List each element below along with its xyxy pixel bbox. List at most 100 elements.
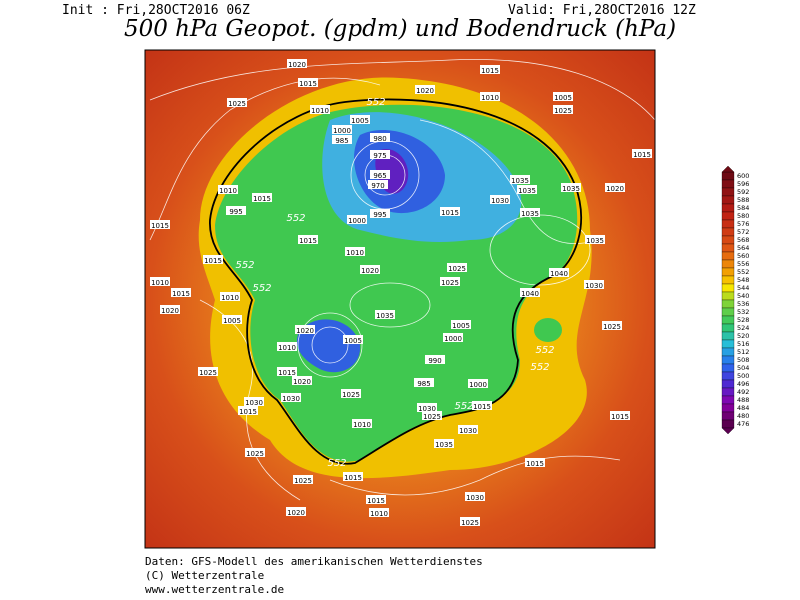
label-box xyxy=(375,310,395,319)
isobar-label: 1015 xyxy=(151,222,169,230)
label-box xyxy=(370,170,390,179)
isobar-label: 1010 xyxy=(151,279,169,287)
colorbar-band xyxy=(721,251,735,261)
colorbar-label: 484 xyxy=(737,404,749,412)
colorbar-label: 556 xyxy=(737,260,749,268)
footer-line: (C) Wetterzentrale xyxy=(145,569,265,582)
colorbar-band xyxy=(721,291,735,301)
colorbar-label: 580 xyxy=(737,212,749,220)
contour-label: 552 xyxy=(530,362,549,373)
label-box xyxy=(198,367,218,376)
label-box xyxy=(252,193,272,202)
label-box xyxy=(549,268,569,277)
map-title: 500 hPa Geopot. (gpdm) und Bodendruck (h… xyxy=(123,16,677,42)
colorbar-band xyxy=(721,195,735,205)
colorbar-band xyxy=(721,299,735,309)
isobar-label: 1030 xyxy=(245,399,263,407)
label-box xyxy=(298,78,318,87)
isobar-label: 1015 xyxy=(481,67,499,75)
isobar-label: 1015 xyxy=(526,460,544,468)
contour-label: 552 xyxy=(454,401,473,412)
isobar-label: 1005 xyxy=(452,322,470,330)
isobar-label: 1000 xyxy=(348,217,366,225)
isobar-label: 1015 xyxy=(253,195,271,203)
footer: Daten: GFS-Modell des amerikanischen Wet… xyxy=(145,555,483,597)
isobar-label: 1015 xyxy=(239,408,257,416)
colorbar-band xyxy=(721,347,735,357)
isobar-label: 1035 xyxy=(435,441,453,449)
label-box xyxy=(460,517,480,526)
isobar-label: 1025 xyxy=(603,323,621,331)
isobar-label: 1015 xyxy=(278,369,296,377)
isobar-label: 1015 xyxy=(299,237,317,245)
colorbar-label: 496 xyxy=(737,380,749,388)
label-box xyxy=(360,265,380,274)
label-box xyxy=(632,149,652,158)
isobar-label: 1020 xyxy=(287,509,305,517)
colorbar-band xyxy=(721,171,735,181)
colorbar-band xyxy=(721,371,735,381)
field-green-2 xyxy=(534,318,562,342)
isobar-label: 1010 xyxy=(221,294,239,302)
isobar-label: 965 xyxy=(373,172,386,180)
isobar-label: 1015 xyxy=(299,80,317,88)
label-box xyxy=(585,235,605,244)
label-box xyxy=(517,185,537,194)
isobar-label: 1030 xyxy=(466,494,484,502)
isobar-label: 1035 xyxy=(511,177,529,185)
isobar-label: 1015 xyxy=(611,413,629,421)
colorbar-label: 520 xyxy=(737,332,749,340)
label-box xyxy=(468,379,488,388)
label-box xyxy=(425,355,445,364)
colorbar-label: 492 xyxy=(737,388,749,396)
contour-label: 552 xyxy=(535,345,554,356)
isobar-label: 1000 xyxy=(469,381,487,389)
colorbar-band xyxy=(721,395,735,405)
label-box xyxy=(295,325,315,334)
colorbar-label: 516 xyxy=(737,340,749,348)
isobar-label: 1030 xyxy=(459,427,477,435)
colorbar-label: 508 xyxy=(737,356,749,364)
label-box xyxy=(293,475,313,484)
colorbar-band xyxy=(721,275,735,285)
label-box xyxy=(490,195,510,204)
colorbar-label: 584 xyxy=(737,204,749,212)
init-time: Init : Fri,28OCT2016 06Z xyxy=(62,3,250,18)
colorbar-label: 480 xyxy=(737,412,749,420)
label-box xyxy=(369,508,389,517)
isobar-label: 1035 xyxy=(518,187,536,195)
contour-label: 552 xyxy=(286,213,305,224)
footer-line: www.wetterzentrale.de xyxy=(145,583,285,596)
colorbar-band xyxy=(721,267,735,277)
label-box xyxy=(465,492,485,501)
isobar-label: 1005 xyxy=(344,337,362,345)
colorbar-band xyxy=(721,323,735,333)
isobar-label: 1020 xyxy=(288,61,306,69)
label-box xyxy=(287,59,307,68)
colorbar-label: 572 xyxy=(737,228,749,236)
label-box xyxy=(227,98,247,107)
isobar-label: 1015 xyxy=(367,497,385,505)
label-box xyxy=(458,425,478,434)
label-box xyxy=(222,315,242,324)
isobar-label: 1020 xyxy=(161,307,179,315)
label-box xyxy=(368,180,388,189)
colorbar-label: 524 xyxy=(737,324,749,332)
isobar-label: 1025 xyxy=(554,107,572,115)
isobar-label: 1005 xyxy=(351,117,369,125)
isobar-label: 1010 xyxy=(219,187,237,195)
label-box xyxy=(277,342,297,351)
isobar-label: 1025 xyxy=(342,391,360,399)
isobar-label: 1035 xyxy=(376,312,394,320)
label-box xyxy=(434,439,454,448)
label-box xyxy=(553,92,573,101)
label-box xyxy=(370,133,390,142)
isobar-label: 1010 xyxy=(370,510,388,518)
colorbar-band xyxy=(721,331,735,341)
label-box xyxy=(218,185,238,194)
isobar-label: 1025 xyxy=(441,279,459,287)
isobar-label: 1025 xyxy=(294,477,312,485)
label-box xyxy=(520,208,540,217)
isobar-label: 1030 xyxy=(418,405,436,413)
